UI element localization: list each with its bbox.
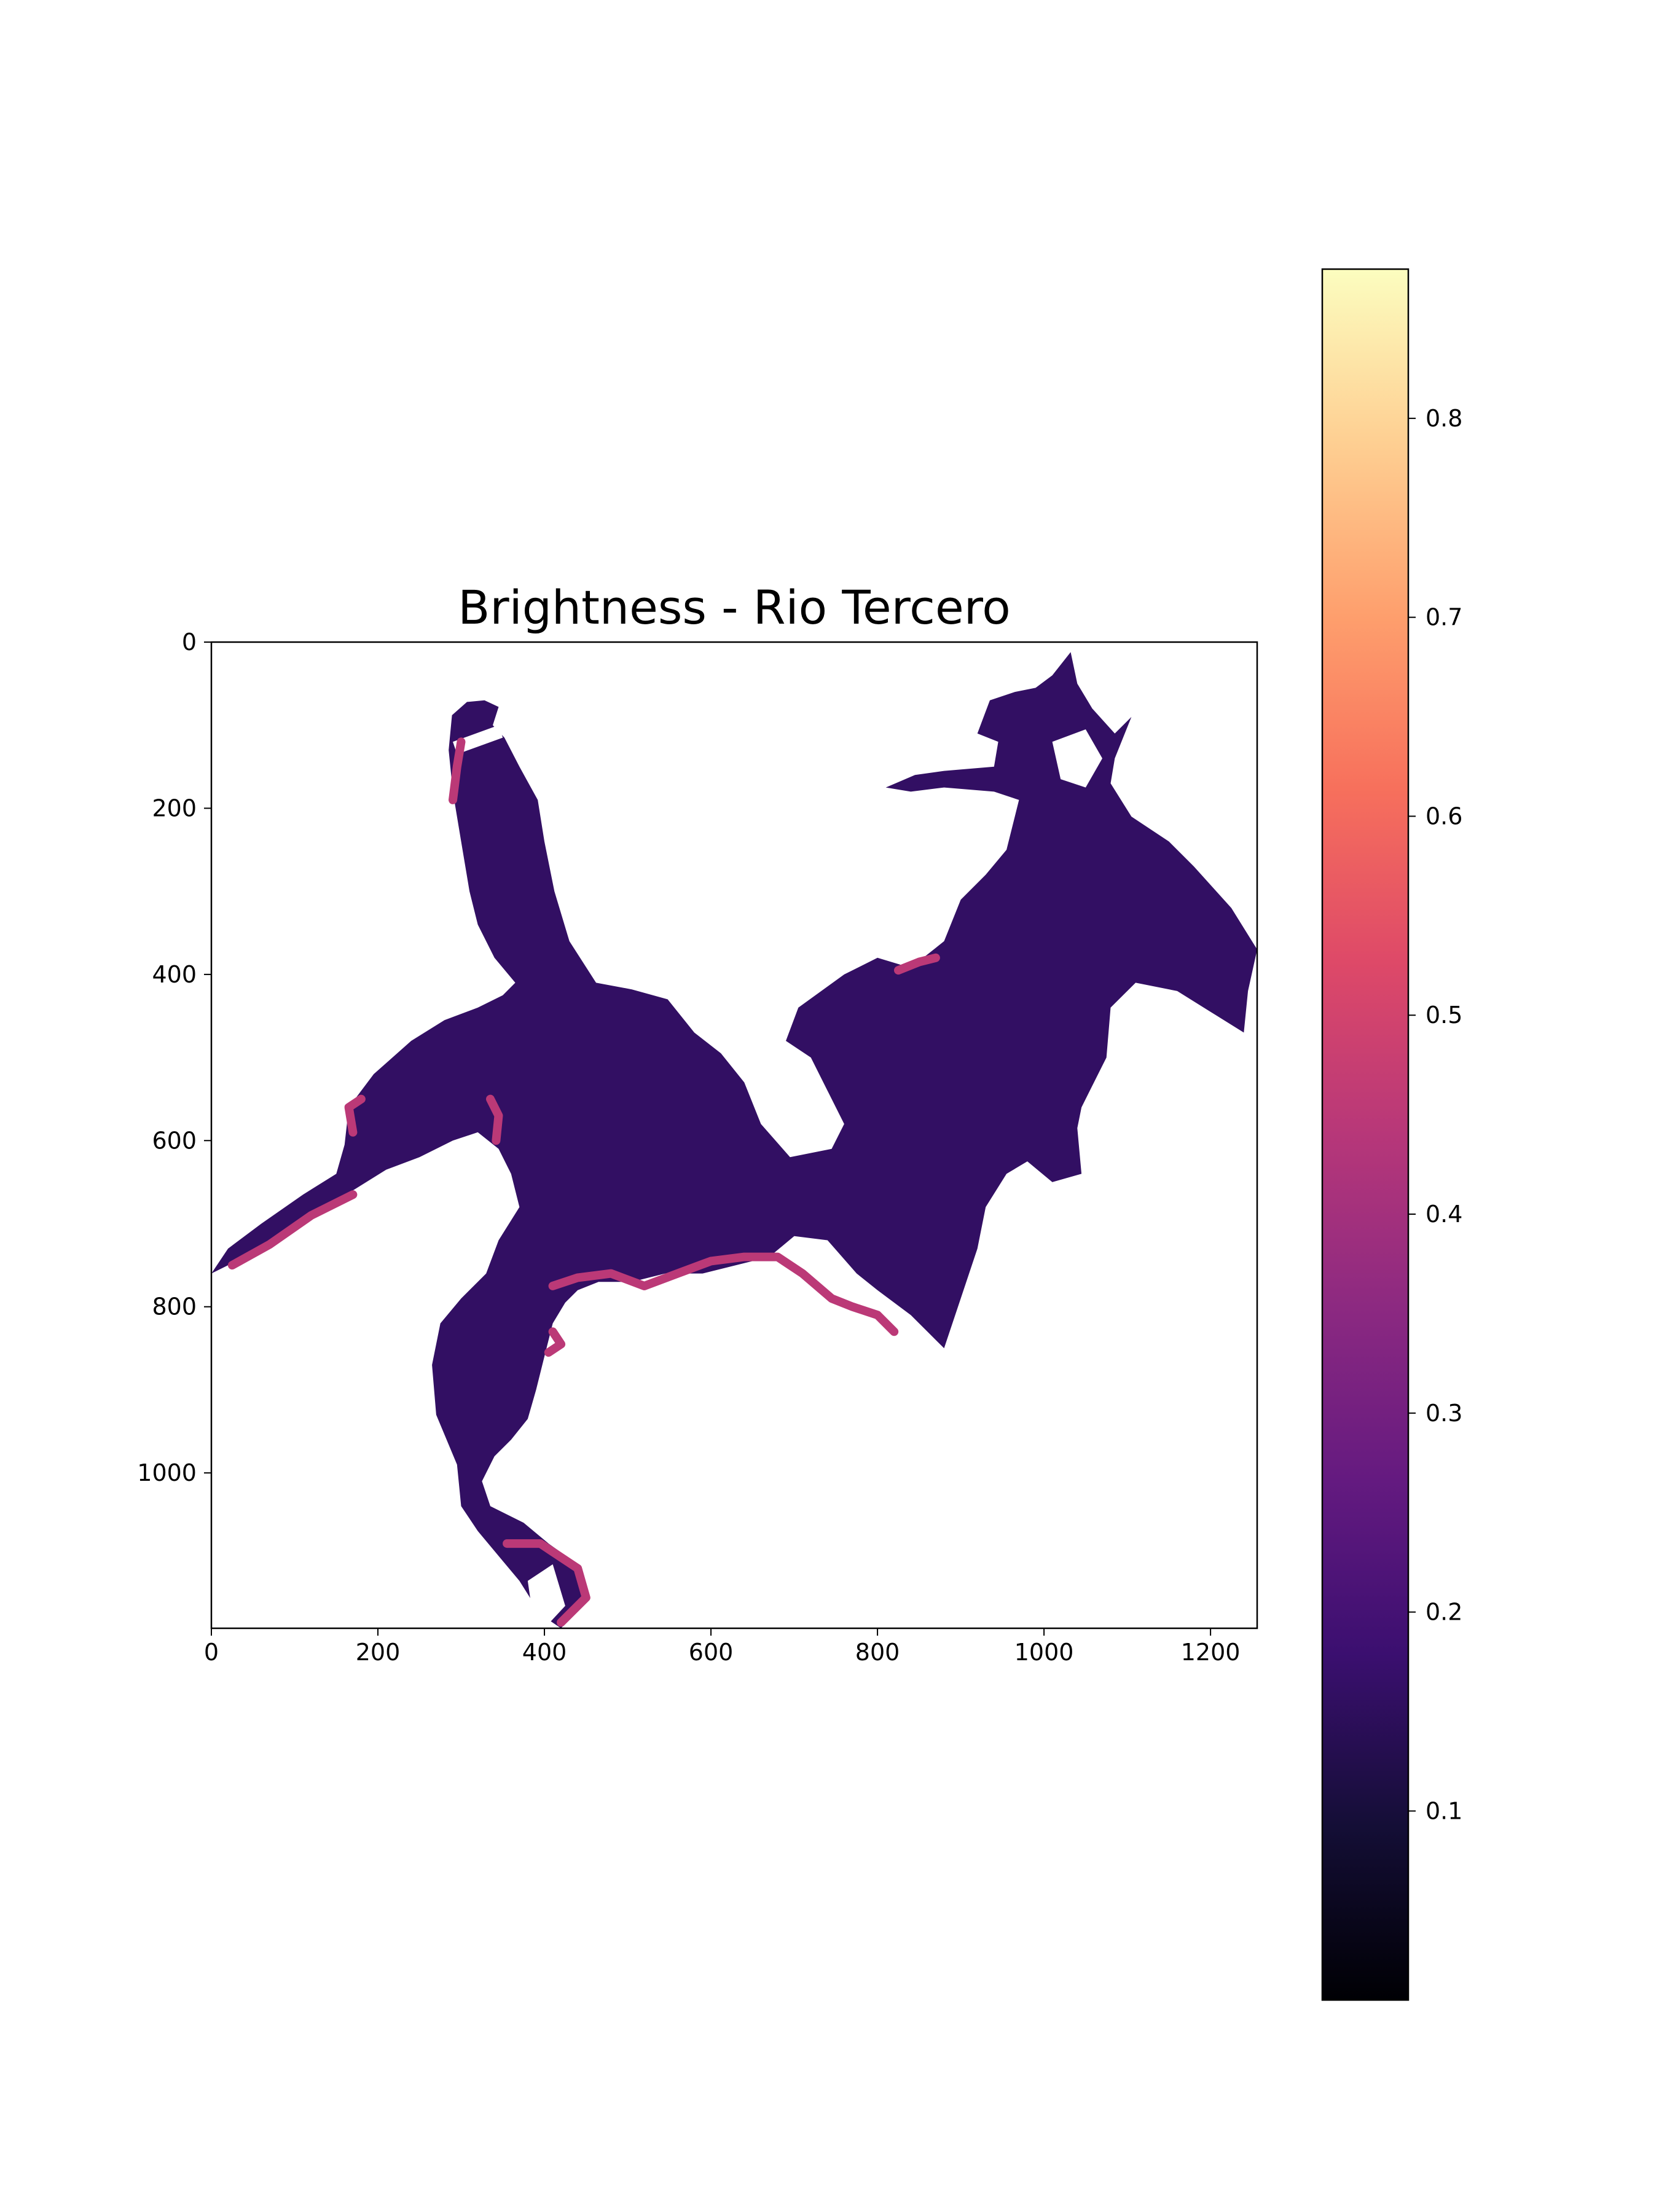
colorbar-frame	[1321, 268, 1410, 2001]
bright-shoreline-4	[503, 1539, 590, 1627]
bright-shoreline-6	[486, 1094, 503, 1145]
y-tick-label: 1000	[137, 1459, 197, 1486]
x-tick-label: 0	[204, 1639, 219, 1666]
region-north-channel-gap	[453, 725, 503, 755]
bright-shoreline-5	[544, 1327, 566, 1357]
colorbar-tick-label: 0.2	[1426, 1599, 1462, 1626]
x-tick-label: 600	[689, 1639, 734, 1666]
y-tick-label: 400	[152, 961, 197, 988]
colorbar: 0.1 0.2 0.3 0.4 0.5 0.6 0.7 0.8	[1321, 268, 1462, 2001]
colorbar-tick-label: 0.8	[1426, 405, 1462, 432]
bright-shoreline-7	[894, 953, 940, 975]
region-northeast-island	[1052, 729, 1102, 788]
x-tick-label: 800	[855, 1639, 900, 1666]
colorbar-tick-label: 0.7	[1426, 604, 1462, 631]
y-tick-label: 600	[152, 1127, 197, 1154]
plot-area	[210, 641, 1258, 1630]
y-tick-label: 800	[152, 1293, 197, 1320]
x-tick-label: 200	[356, 1639, 401, 1666]
colorbar-ticks: 0.1 0.2 0.3 0.4 0.5 0.6 0.7 0.8	[1408, 405, 1462, 1824]
brightness-image	[211, 652, 1257, 1628]
bright-shoreline-1	[449, 737, 466, 804]
plot-frame	[210, 641, 1258, 1630]
colorbar-tick-label: 0.6	[1426, 802, 1462, 830]
colorbar-fill	[1322, 269, 1408, 2000]
x-tick-label: 400	[522, 1639, 567, 1666]
region-reservoir	[211, 652, 1257, 1628]
y-tick-label: 0	[182, 629, 197, 656]
colorbar-tick-label: 0.5	[1426, 1002, 1462, 1029]
bright-shoreline-0	[548, 1252, 899, 1336]
colorbar-tick-label: 0.1	[1426, 1797, 1462, 1824]
colorbar-tick-label: 0.3	[1426, 1400, 1462, 1427]
region-south-arm-sand	[527, 1564, 565, 1628]
y-axis: 0 200 400 600 800 1000	[137, 629, 211, 1486]
chart-title: Brightness - Rio Tercero	[458, 580, 1011, 635]
y-tick-label: 200	[152, 794, 197, 822]
bright-shoreline-2	[227, 1190, 358, 1270]
x-axis: 0 200 400 600 800 1000 1200	[204, 1628, 1241, 1666]
colorbar-tick-label: 0.4	[1426, 1201, 1462, 1228]
x-tick-label: 1000	[1014, 1639, 1074, 1666]
x-tick-label: 1200	[1181, 1639, 1241, 1666]
bright-shoreline-3	[344, 1094, 366, 1137]
